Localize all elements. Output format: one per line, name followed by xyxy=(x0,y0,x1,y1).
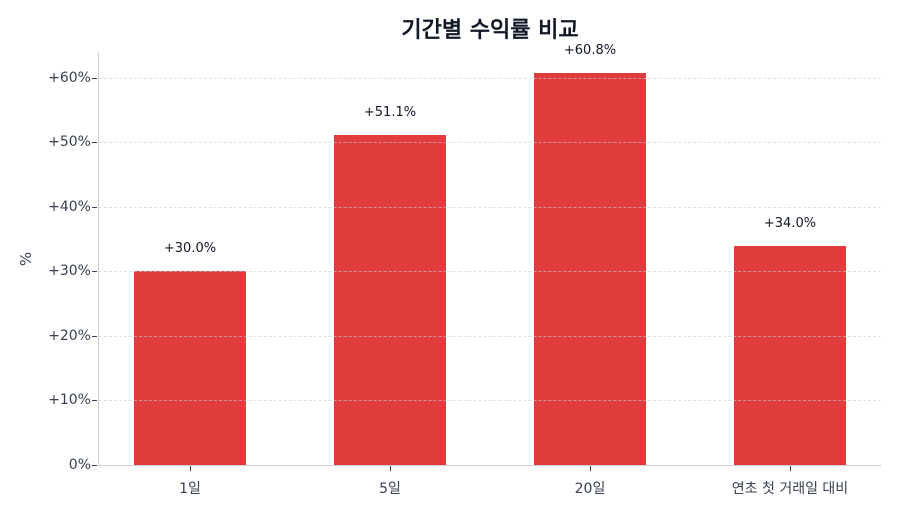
y-tick-mark xyxy=(92,400,97,402)
y-tick-label: +20% xyxy=(48,327,91,344)
gridline xyxy=(99,271,881,273)
x-axis-line xyxy=(98,465,881,466)
x-tick-mark xyxy=(190,466,191,471)
y-tick-mark xyxy=(92,335,97,337)
plot-area: 0% +10% +20% +30% +40% +50% +60% +30.0% 1일 +51.1%… xyxy=(48,43,881,497)
gridline xyxy=(99,142,881,144)
y-axis-line xyxy=(98,52,99,465)
bar[interactable] xyxy=(134,271,246,465)
gridline xyxy=(99,206,881,208)
x-tick-mark xyxy=(790,466,791,471)
y-tick-label: +40% xyxy=(48,198,91,215)
y-tick-label: +50% xyxy=(48,134,91,151)
x-tick-label: 연초 첫 거래일 대비 xyxy=(731,481,849,497)
x-tick-label: 5일 xyxy=(379,481,401,497)
y-tick-label: 0% xyxy=(68,457,91,473)
y-tick-mark xyxy=(92,77,97,79)
gridline xyxy=(99,335,881,337)
x-tick-mark xyxy=(390,466,391,471)
bar[interactable] xyxy=(734,245,846,465)
x-tick-label: 20일 xyxy=(574,481,606,497)
chart-title: 기간별 수익률 비교 xyxy=(401,18,579,43)
y-tick-mark xyxy=(92,142,97,144)
y-tick-label: +30% xyxy=(48,263,91,280)
y-tick-mark xyxy=(92,271,97,273)
bar-value-label: +34.0% xyxy=(763,215,817,231)
bar[interactable] xyxy=(534,72,646,465)
bar-value-label: +60.8% xyxy=(563,42,617,58)
x-tick-label: 1일 xyxy=(179,481,201,497)
gridline xyxy=(99,400,881,402)
y-tick-mark xyxy=(92,465,97,466)
bar-value-label: +51.1% xyxy=(363,105,417,121)
bar[interactable] xyxy=(334,135,446,465)
bar-value-label: +30.0% xyxy=(163,241,217,257)
y-tick-label: +60% xyxy=(48,69,91,86)
x-tick-mark xyxy=(590,466,591,471)
y-tick-mark xyxy=(92,206,97,208)
gridline xyxy=(99,77,881,79)
y-tick-label: +10% xyxy=(48,392,91,409)
